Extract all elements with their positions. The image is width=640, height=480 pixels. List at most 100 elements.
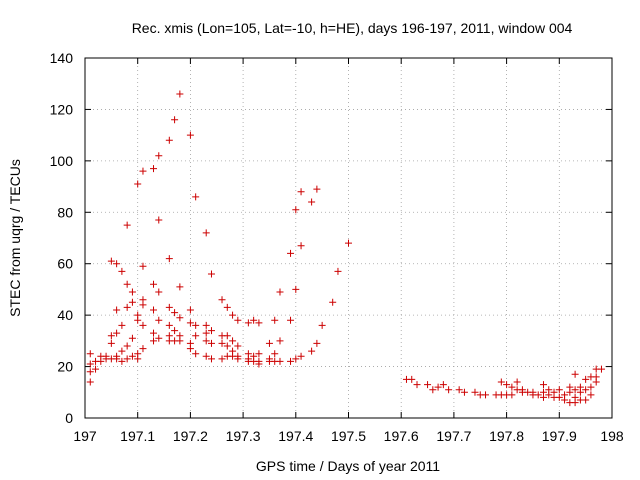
data-point [192,332,200,340]
data-point [292,355,300,363]
data-point [192,193,200,201]
data-point [445,386,453,394]
data-point [292,206,300,214]
data-point [539,393,547,401]
data-point [539,381,547,389]
data-point [439,381,447,389]
data-point [155,316,163,324]
data-point [497,378,505,386]
data-point [271,316,279,324]
data-point [128,288,136,296]
x-tick-label: 197.3 [226,428,261,444]
data-point [429,386,437,394]
data-point [139,321,147,329]
data-point [155,216,163,224]
data-point [176,90,184,98]
data-point [587,383,595,391]
data-point [218,296,226,304]
data-point [155,152,163,160]
data-point [308,347,316,355]
data-point [150,165,158,173]
data-point [107,339,115,347]
x-tick-label: 197.5 [331,428,366,444]
data-point [123,355,131,363]
x-tick-label: 197.6 [384,428,419,444]
data-point [255,319,263,327]
data-point [587,391,595,399]
x-tick-label: 197.9 [542,428,577,444]
data-point [408,375,416,383]
chart-title: Rec. xmis (Lon=105, Lat=-10, h=HE), days… [132,20,573,36]
data-point [202,321,210,329]
data-point [265,339,273,347]
data-point [297,242,305,250]
data-point [576,388,584,396]
data-point [176,283,184,291]
data-point [139,262,147,270]
data-point [86,360,94,368]
data-point [297,188,305,196]
data-point [334,267,342,275]
data-point [202,329,210,337]
data-point [165,136,173,144]
data-point [455,386,463,394]
data-point [292,285,300,293]
data-point [255,360,263,368]
data-point [134,355,142,363]
data-point [118,267,126,275]
data-point [597,365,605,373]
data-point [123,303,131,311]
data-point [150,306,158,314]
data-point [139,301,147,309]
data-point [186,319,194,327]
data-point [508,383,516,391]
data-point [207,355,215,363]
data-points [86,90,605,407]
x-tick-label: 197.7 [436,428,471,444]
data-point [165,321,173,329]
data-point [276,357,284,365]
data-point [118,347,126,355]
data-point [165,303,173,311]
data-point [186,131,194,139]
data-point [561,396,569,404]
data-point [128,334,136,342]
data-point [113,329,121,337]
data-point [107,257,115,265]
data-point [424,381,432,389]
data-point [555,393,563,401]
data-point [555,386,563,394]
x-tick-label: 197.4 [278,428,313,444]
data-point [155,288,163,296]
data-point [113,260,121,268]
data-point [318,321,326,329]
data-point [176,337,184,345]
x-tick-label: 197.2 [173,428,208,444]
data-point [592,378,600,386]
data-point [207,270,215,278]
data-point [566,388,574,396]
data-point [345,239,352,247]
y-tick-label: 60 [57,256,73,272]
data-point [202,352,210,360]
data-point [113,355,121,363]
data-point [297,352,305,360]
data-point [123,280,131,288]
data-point [223,332,231,340]
data-point [223,303,231,311]
y-tick-label: 100 [50,153,74,169]
data-point [223,342,231,350]
data-point [207,339,215,347]
data-point [107,332,115,340]
data-point [229,337,237,345]
data-point [313,185,321,193]
data-point [123,221,131,229]
data-point [255,350,263,358]
data-point [150,280,158,288]
data-point [123,342,131,350]
data-point [582,386,590,394]
data-point [244,319,252,327]
y-tick-label: 40 [57,307,73,323]
data-point [508,391,516,399]
data-point [134,180,142,188]
